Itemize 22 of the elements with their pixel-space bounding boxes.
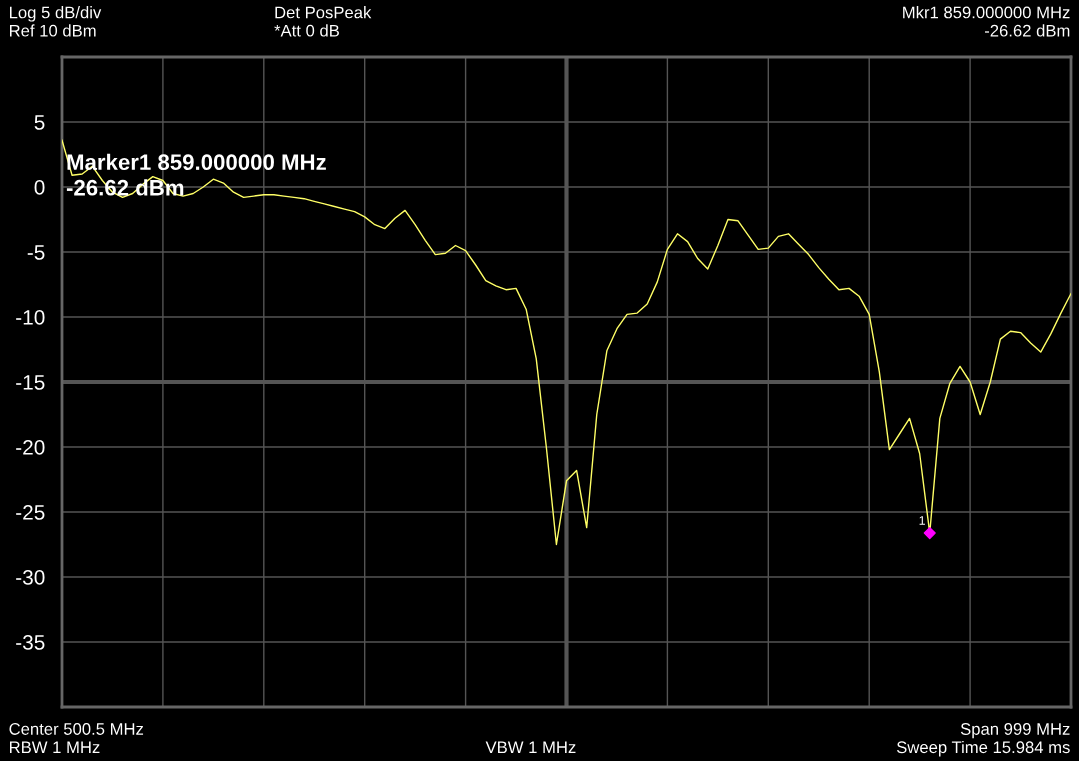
line-series: [62, 139, 1071, 546]
annotation: 1: [919, 516, 925, 525]
text: Mkr1 859.000000 MHz: [903, 6, 1070, 19]
text: Det PosPeak: [275, 6, 372, 19]
text: VBW 1 MHz: [485, 741, 576, 753]
y-tick-label: -10: [16, 310, 45, 325]
y-tick-label: -35: [16, 635, 45, 650]
text: *Att 0 dB: [274, 24, 339, 37]
y-tick-label: -20: [16, 440, 45, 455]
y-tick-label: -5: [27, 245, 45, 260]
text: Center 500.5 MHz: [9, 723, 144, 735]
text: Ref 10 dBm: [10, 24, 96, 37]
text: Sweep Time 15.984 ms: [896, 740, 1070, 757]
y-tick-label: 5: [34, 115, 45, 130]
y-tick-label: -15: [16, 375, 45, 390]
text: -26.62 dBm: [984, 24, 1070, 37]
y-tick-label: 0: [34, 180, 45, 195]
text: Log 5 dB/div: [10, 6, 102, 22]
y-tick-label: -25: [16, 505, 45, 520]
text: RBW 1 MHz: [10, 741, 100, 753]
y-tick-label: -30: [16, 570, 45, 585]
text: Span 999 MHz: [960, 723, 1070, 739]
